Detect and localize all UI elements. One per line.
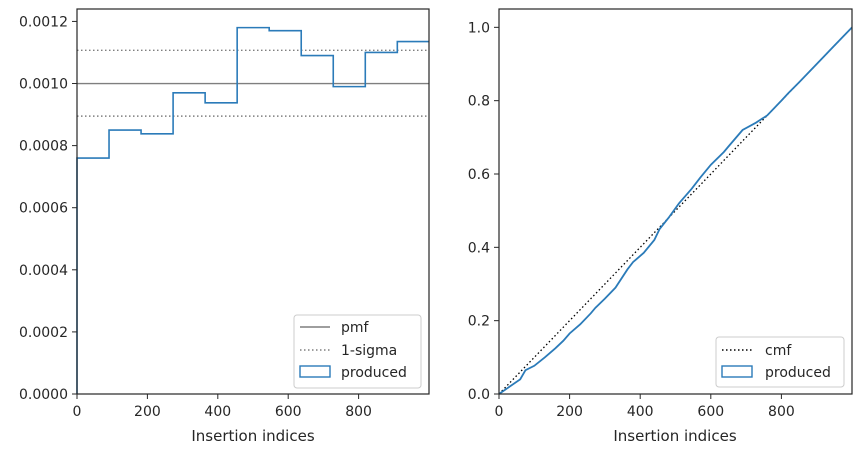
x-tick-label: 200 — [134, 404, 161, 420]
legend: cmf produced — [715, 336, 845, 388]
x-tick-label: 400 — [204, 404, 231, 420]
y-tick-label: 0.0006 — [19, 201, 68, 217]
y-tick-label: 1.0 — [468, 20, 490, 36]
legend-box — [715, 336, 845, 388]
y-tick-label: 0.0008 — [19, 139, 68, 155]
plot-area — [499, 9, 852, 394]
axes-frame — [76, 8, 430, 395]
x-axis-label: Insertion indices — [613, 427, 736, 445]
legend-label-1-sigma: 1-sigma — [341, 343, 397, 359]
legend-swatch-produced — [721, 365, 753, 378]
x-ticks: 0 200 400 600 800 — [495, 394, 795, 420]
x-tick-label: 400 — [627, 404, 654, 420]
y-ticks: 0.0 0.2 0.4 0.6 0.8 1.0 — [468, 20, 499, 403]
histogram-panel: 0 200 400 600 800 0.00000.00020.00040.00060.… — [19, 8, 430, 445]
y-ticks: 0.0000 0.0002 0.0004 0.0006 0.0008 0.0010 0.00… — [19, 14, 77, 403]
x-tick-label: 800 — [768, 404, 795, 420]
x-tick-label: 200 — [556, 404, 583, 420]
y-tick-label: 0.0004 — [19, 263, 68, 279]
legend: pmf 1-sigma produced — [293, 314, 422, 389]
x-axis-label: Insertion indices — [191, 427, 314, 445]
y-tick-label: 0.8 — [468, 94, 490, 110]
y-tick-label: 0.0000 — [19, 387, 68, 403]
cumulative-panel: 0 200 400 600 800 0.0 0.2 0.4 0.6 0.8 1.0 Inserti… — [468, 8, 853, 445]
produced-step-line — [76, 26, 429, 394]
x-tick-label: 0 — [495, 404, 504, 420]
x-tick-label: 0 — [73, 404, 82, 420]
y-tick-label: 0.2 — [468, 314, 490, 330]
y-tick-label: 0.0010 — [19, 77, 68, 93]
x-ticks: 0 200 400 600 800 — [73, 394, 372, 420]
series-line-produced — [498, 26, 853, 395]
legend-label-pmf: pmf — [341, 320, 370, 336]
reference-lines — [77, 49, 429, 117]
legend-box — [293, 314, 422, 389]
legend-swatch-produced — [299, 365, 331, 378]
y-tick-label: 0.4 — [468, 240, 490, 256]
series-lines — [498, 26, 853, 395]
produced-series — [76, 26, 429, 394]
x-tick-label: 600 — [275, 404, 302, 420]
y-tick-label: 0.0002 — [19, 325, 68, 341]
axes-frame — [498, 8, 853, 395]
x-tick-label: 800 — [345, 404, 372, 420]
y-tick-label: 0.6 — [468, 167, 490, 183]
x-tick-label: 600 — [697, 404, 724, 420]
legend-label-produced: produced — [341, 365, 407, 381]
y-tick-label: 0.0012 — [19, 14, 68, 30]
y-tick-label: 0.0 — [468, 387, 490, 403]
legend-label-produced: produced — [765, 365, 831, 381]
legend-label-cmf: cmf — [765, 343, 792, 359]
